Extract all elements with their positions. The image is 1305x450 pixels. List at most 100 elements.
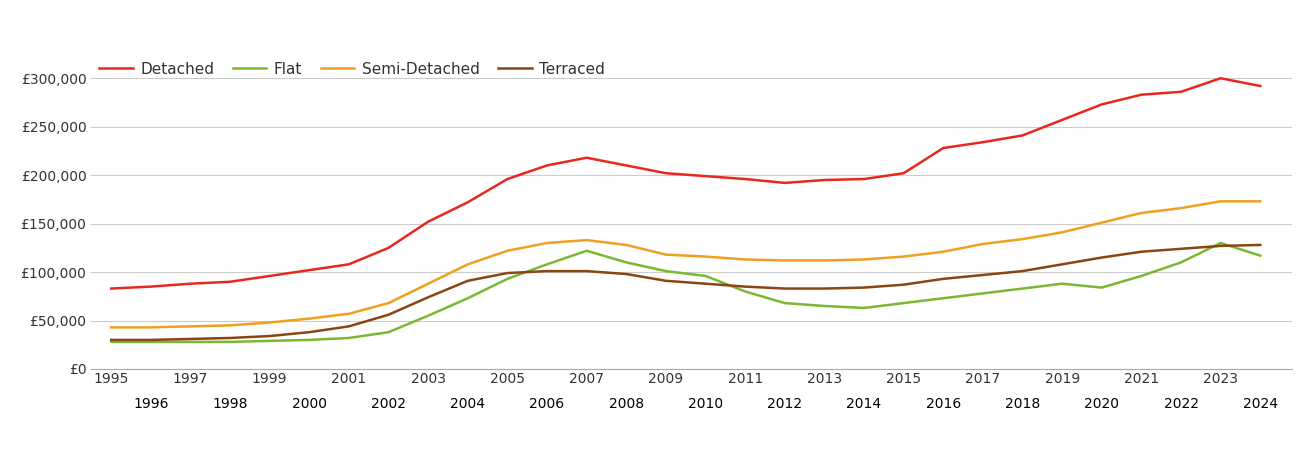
Flat	[737, 289, 753, 294]
Semi-Detached	[183, 324, 198, 329]
Flat	[1253, 253, 1268, 258]
Flat	[341, 335, 356, 341]
Terraced	[183, 336, 198, 342]
Flat	[539, 261, 555, 267]
Flat	[776, 301, 792, 306]
Terraced	[936, 276, 951, 282]
Semi-Detached	[658, 252, 673, 257]
Flat	[500, 276, 515, 282]
Semi-Detached	[737, 257, 753, 262]
Terraced	[539, 268, 555, 274]
Semi-Detached	[936, 249, 951, 254]
Semi-Detached	[579, 238, 595, 243]
Terraced	[1094, 255, 1109, 260]
Detached	[817, 177, 833, 183]
Semi-Detached	[1054, 230, 1070, 235]
Terraced	[619, 271, 634, 277]
Semi-Detached	[103, 324, 119, 330]
Terraced	[737, 284, 753, 289]
Terraced	[1015, 268, 1031, 274]
Semi-Detached	[776, 258, 792, 263]
Detached	[1173, 89, 1189, 94]
Flat	[301, 337, 317, 342]
Semi-Detached	[1015, 236, 1031, 242]
Flat	[975, 291, 990, 296]
Line: Flat: Flat	[111, 243, 1261, 342]
Terraced	[381, 312, 397, 317]
Flat	[1134, 273, 1150, 279]
Semi-Detached	[1173, 205, 1189, 211]
Terraced	[500, 270, 515, 276]
Terraced	[975, 272, 990, 278]
Terraced	[420, 295, 436, 300]
Terraced	[856, 285, 872, 290]
Terraced	[103, 337, 119, 342]
Terraced	[1253, 242, 1268, 248]
Detached	[658, 171, 673, 176]
Terraced	[301, 329, 317, 335]
Detached	[895, 171, 911, 176]
Line: Detached: Detached	[111, 78, 1261, 288]
Detached	[1134, 92, 1150, 97]
Detached	[975, 140, 990, 145]
Flat	[936, 296, 951, 301]
Detached	[222, 279, 238, 284]
Terraced	[658, 278, 673, 284]
Flat	[698, 273, 714, 279]
Semi-Detached	[381, 301, 397, 306]
Detached	[1054, 117, 1070, 122]
Detached	[1094, 102, 1109, 107]
Terraced	[817, 286, 833, 291]
Detached	[500, 176, 515, 182]
Flat	[817, 303, 833, 309]
Semi-Detached	[619, 242, 634, 248]
Detached	[301, 267, 317, 273]
Flat	[381, 329, 397, 335]
Semi-Detached	[500, 248, 515, 253]
Semi-Detached	[817, 258, 833, 263]
Terraced	[1134, 249, 1150, 254]
Semi-Detached	[975, 241, 990, 247]
Terraced	[895, 282, 911, 288]
Terraced	[579, 268, 595, 274]
Flat	[459, 296, 475, 301]
Semi-Detached	[144, 324, 159, 330]
Detached	[579, 155, 595, 160]
Flat	[619, 260, 634, 265]
Flat	[222, 339, 238, 345]
Detached	[341, 261, 356, 267]
Detached	[936, 145, 951, 151]
Flat	[895, 301, 911, 306]
Semi-Detached	[1094, 220, 1109, 225]
Detached	[1253, 83, 1268, 89]
Detached	[539, 163, 555, 168]
Detached	[420, 219, 436, 225]
Flat	[1054, 281, 1070, 286]
Flat	[579, 248, 595, 253]
Detached	[262, 273, 278, 279]
Semi-Detached	[420, 281, 436, 286]
Detached	[103, 286, 119, 291]
Semi-Detached	[1253, 198, 1268, 204]
Terraced	[341, 324, 356, 329]
Flat	[420, 313, 436, 319]
Semi-Detached	[698, 254, 714, 259]
Terraced	[1054, 261, 1070, 267]
Line: Terraced: Terraced	[111, 245, 1261, 340]
Terraced	[262, 333, 278, 339]
Semi-Detached	[459, 261, 475, 267]
Semi-Detached	[341, 311, 356, 316]
Semi-Detached	[539, 240, 555, 246]
Terraced	[222, 335, 238, 341]
Terraced	[776, 286, 792, 291]
Semi-Detached	[1212, 198, 1228, 204]
Detached	[144, 284, 159, 289]
Flat	[144, 339, 159, 345]
Detached	[856, 176, 872, 182]
Detached	[619, 163, 634, 168]
Terraced	[1173, 246, 1189, 252]
Terraced	[698, 281, 714, 286]
Flat	[658, 268, 673, 274]
Terraced	[459, 278, 475, 284]
Flat	[856, 305, 872, 310]
